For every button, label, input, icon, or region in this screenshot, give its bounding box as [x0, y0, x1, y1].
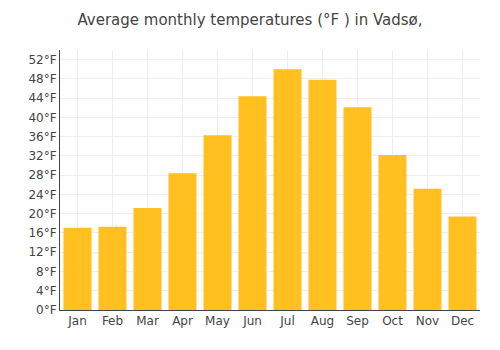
svg-text:8°F: 8°F — [36, 265, 57, 279]
svg-text:Mar: Mar — [136, 314, 159, 328]
svg-text:12°F: 12°F — [28, 245, 56, 259]
svg-text:May: May — [205, 314, 230, 328]
svg-text:44°F: 44°F — [28, 91, 56, 105]
svg-text:Jan: Jan — [67, 314, 87, 328]
svg-text:Sep: Sep — [346, 314, 369, 328]
svg-text:4°F: 4°F — [36, 284, 57, 298]
svg-text:Jul: Jul — [279, 314, 294, 328]
svg-text:0°F: 0°F — [36, 303, 57, 317]
svg-text:32°F: 32°F — [28, 149, 56, 163]
svg-text:28°F: 28°F — [28, 168, 56, 182]
svg-text:Apr: Apr — [172, 314, 193, 328]
svg-text:Average monthly temperatures (: Average monthly temperatures (°F ) in Va… — [77, 11, 422, 29]
svg-text:16°F: 16°F — [28, 226, 56, 240]
svg-text:Oct: Oct — [382, 314, 403, 328]
svg-text:Dec: Dec — [451, 314, 474, 328]
svg-text:36°F: 36°F — [28, 130, 56, 144]
svg-text:48°F: 48°F — [28, 72, 56, 86]
svg-text:52°F: 52°F — [28, 53, 56, 67]
svg-text:Aug: Aug — [311, 314, 334, 328]
svg-text:40°F: 40°F — [28, 111, 56, 125]
svg-text:24°F: 24°F — [28, 188, 56, 202]
svg-text:20°F: 20°F — [28, 207, 56, 221]
svg-text:Jun: Jun — [242, 314, 262, 328]
svg-text:Nov: Nov — [416, 314, 439, 328]
svg-text:Feb: Feb — [102, 314, 123, 328]
